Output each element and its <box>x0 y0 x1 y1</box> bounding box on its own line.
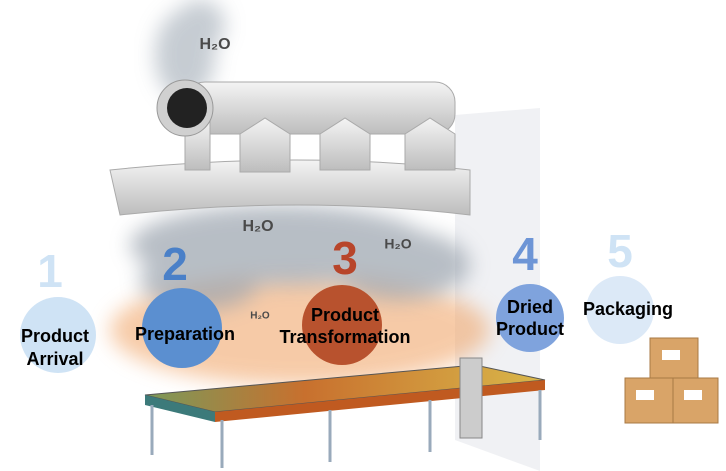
step-number: 3 <box>332 232 358 284</box>
illustration: H₂O H₂O H₂O H₂O 1 2 3 4 5 Product Arriva… <box>0 0 726 471</box>
step-number: 1 <box>37 245 63 297</box>
step-label: Product <box>21 326 89 346</box>
step-label: Transformation <box>279 327 410 347</box>
step-label: Packaging <box>583 299 673 319</box>
vapor-label: H₂O <box>242 218 273 235</box>
step-number: 5 <box>607 225 633 277</box>
vapor-label: H₂O <box>199 36 230 53</box>
step-label: Preparation <box>135 324 235 344</box>
step-label: Product <box>311 305 379 325</box>
step-number: 4 <box>512 228 538 280</box>
step-circle <box>302 285 382 365</box>
vapor-label: H₂O <box>250 311 270 322</box>
duct <box>185 82 455 134</box>
dryer-exit <box>460 358 482 438</box>
step-number: 2 <box>162 238 188 290</box>
step-label: Arrival <box>26 349 83 369</box>
step-label: Dried <box>507 297 553 317</box>
step-label: Product <box>496 319 564 339</box>
duct-opening <box>167 88 207 128</box>
vapor-label: H₂O <box>384 236 411 252</box>
